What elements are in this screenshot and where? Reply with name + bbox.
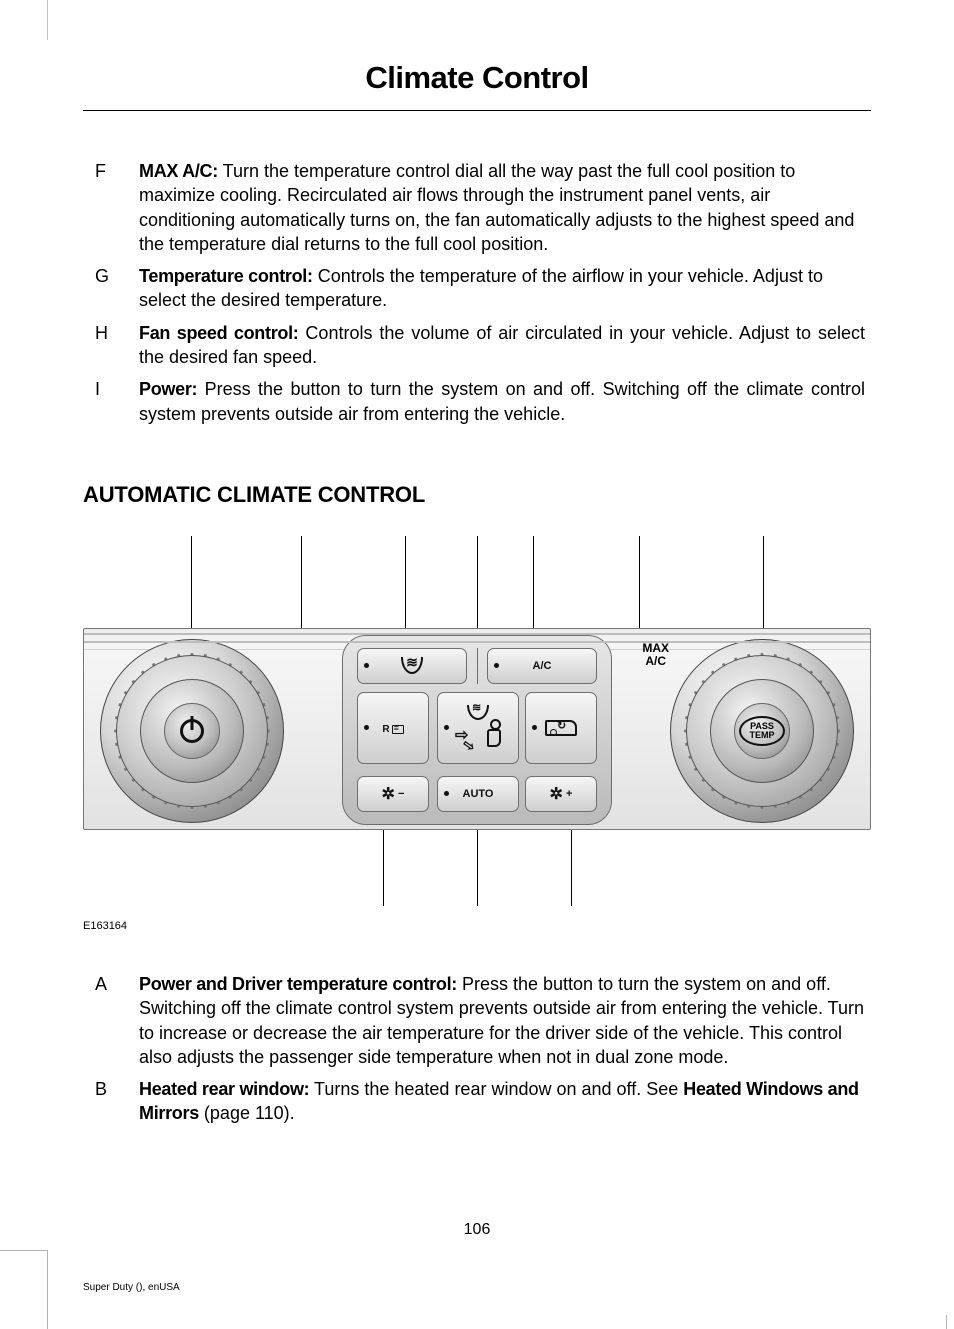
fan-increase-button: ✲ + — [525, 776, 597, 812]
passenger-temp-knob: PASS TEMP — [670, 639, 854, 823]
definition-term: Fan speed control: — [139, 323, 299, 343]
definition-text-pre: Turns the heated rear window on and off.… — [309, 1079, 683, 1099]
definition-body: Temperature control: Controls the temper… — [139, 264, 865, 313]
rear-defrost-button: R — [357, 692, 429, 764]
power-icon — [180, 719, 204, 743]
indicator-dot-icon — [364, 663, 369, 668]
ac-label: A/C — [533, 660, 552, 672]
definition-letter: G — [95, 264, 139, 313]
indicator-dot-icon — [532, 725, 537, 730]
button-divider — [477, 648, 478, 684]
driver-temp-power-knob — [100, 639, 284, 823]
fan-icon: ✲ — [550, 784, 563, 804]
indicator-dot-icon — [444, 725, 449, 730]
control-panel: PASS TEMP A/C MAX A/C — [83, 628, 871, 830]
crop-mark-top-left — [0, 0, 48, 48]
definition-item: G Temperature control: Controls the temp… — [95, 264, 865, 313]
definition-body: Heated rear window: Turns the heated rea… — [139, 1077, 865, 1126]
knob-hub: PASS TEMP — [734, 703, 790, 759]
auto-label: AUTO — [463, 788, 494, 800]
definition-text-post: (page 110). — [199, 1103, 295, 1123]
definition-item: I Power: Press the button to turn the sy… — [95, 377, 865, 426]
definition-text: Turn the temperature control dial all th… — [139, 161, 854, 254]
ac-button: A/C — [487, 648, 597, 684]
fan-icon: ✲ — [382, 784, 395, 804]
indicator-dot-icon — [494, 663, 499, 668]
auto-button: AUTO — [437, 776, 519, 812]
definition-letter: B — [95, 1077, 139, 1126]
definition-letter: I — [95, 377, 139, 426]
definition-letter: H — [95, 321, 139, 370]
definition-letter: F — [95, 159, 139, 256]
windshield-icon — [467, 705, 489, 720]
climate-control-diagram: PASS TEMP A/C MAX A/C — [83, 536, 871, 906]
page-content: Climate Control F MAX A/C: Turn the temp… — [48, 0, 906, 1329]
max-ac-label: MAX A/C — [642, 642, 669, 667]
definition-item: H Fan speed control: Controls the volume… — [95, 321, 865, 370]
center-button-cluster: A/C MAX A/C R ⇨ ⇨ — [342, 635, 612, 825]
definition-term: Heated rear window: — [139, 1079, 309, 1099]
rear-defrost-r: R — [382, 724, 389, 735]
defrost-icon — [401, 657, 423, 674]
definition-term: Power: — [139, 379, 197, 399]
definition-body: Power and Driver temperature control: Pr… — [139, 972, 865, 1069]
page-number: 106 — [48, 1221, 906, 1239]
definition-item: A Power and Driver temperature control: … — [95, 972, 865, 1069]
indicator-dot-icon — [444, 791, 449, 796]
rear-defrost-label: R — [382, 724, 403, 735]
plus-label: + — [566, 788, 572, 800]
definition-letter: A — [95, 972, 139, 1069]
max-ac-line1: MAX — [642, 642, 669, 655]
figure-reference: E163164 — [83, 920, 871, 932]
definition-text: Press the button to turn the system on a… — [139, 379, 865, 423]
pass-temp-label: PASS TEMP — [739, 716, 785, 746]
definition-list-top: F MAX A/C: Turn the temperature control … — [83, 159, 871, 426]
air-distribution-button: ⇨ ⇨ — [437, 692, 519, 764]
indicator-dot-icon — [364, 725, 369, 730]
definition-item: F MAX A/C: Turn the temperature control … — [95, 159, 865, 256]
footer-text: Super Duty (), enUSA — [83, 1282, 180, 1293]
defrost-button — [357, 648, 467, 684]
section-heading: AUTOMATIC CLIMATE CONTROL — [83, 482, 871, 508]
definition-body: Fan speed control: Controls the volume o… — [139, 321, 865, 370]
definition-term: MAX A/C: — [139, 161, 218, 181]
chapter-title: Climate Control — [83, 60, 871, 111]
max-ac-line2: A/C — [642, 655, 669, 668]
definition-body: Power: Press the button to turn the syst… — [139, 377, 865, 426]
recirculate-icon — [545, 720, 577, 736]
person-icon — [483, 719, 501, 745]
crop-mark-bottom-right — [946, 1315, 954, 1329]
definition-item: B Heated rear window: Turns the heated r… — [95, 1077, 865, 1126]
definition-term: Temperature control: — [139, 266, 313, 286]
minus-label: − — [398, 788, 404, 800]
fan-decrease-button: ✲ − — [357, 776, 429, 812]
pass-label-2: TEMP — [749, 731, 774, 740]
definition-list-bottom: A Power and Driver temperature control: … — [83, 972, 871, 1126]
rear-window-icon — [392, 725, 404, 734]
recirculate-button — [525, 692, 597, 764]
air-distribution-icon: ⇨ ⇨ — [453, 705, 503, 751]
definition-term: Power and Driver temperature control: — [139, 974, 457, 994]
crop-mark-bottom-left — [0, 1247, 48, 1329]
knob-hub — [164, 703, 220, 759]
definition-body: MAX A/C: Turn the temperature control di… — [139, 159, 865, 256]
leader-line — [191, 536, 192, 636]
